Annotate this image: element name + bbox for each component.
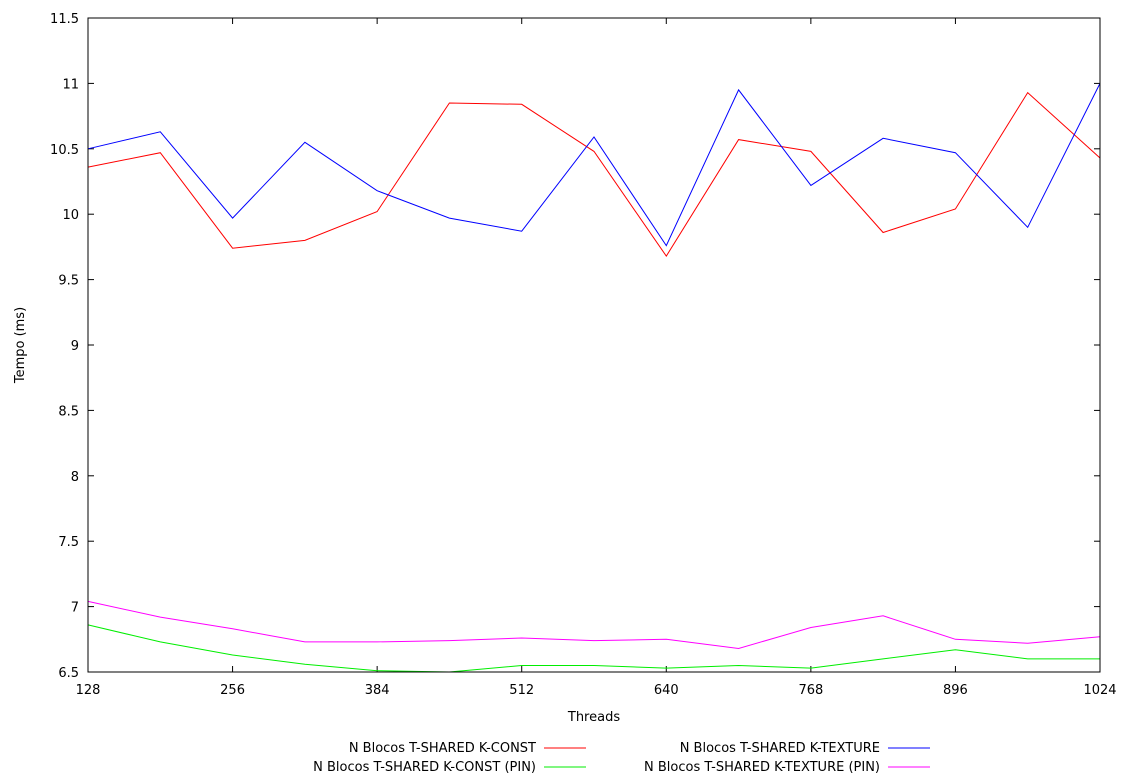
x-axis-title: Threads [567,710,620,725]
x-tick-label: 384 [365,683,390,698]
legend-label-2: N Blocos T-SHARED K-TEXTURE [680,741,880,756]
y-tick-label: 8.5 [58,404,79,419]
y-tick-label: 7.5 [58,535,79,550]
y-tick-label: 11 [62,77,79,92]
x-tick-label: 128 [76,683,101,698]
y-axis-title: Tempo (ms) [13,307,28,384]
y-tick-label: 8 [71,470,79,485]
y-tick-label: 10 [62,208,79,223]
x-tick-label: 640 [654,683,679,698]
y-tick-label: 9 [71,339,79,354]
y-tick-label: 6.5 [58,666,79,681]
axis-ticks: 128 256 384 512 640 768 896 1024 6.5 7 7.5 8 8.5 9 9.5… [50,12,1117,698]
y-tick-label: 7 [71,601,79,616]
x-tick-label: 256 [220,683,245,698]
x-tick-label: 512 [509,683,534,698]
x-tick-label: 1024 [1083,683,1116,698]
series-line-1 [87,91,1101,258]
legend: N Blocos T-SHARED K-CONST N Blocos T-SHAR… [313,741,930,775]
x-tick-label: 768 [798,683,823,698]
plot-frame [87,17,1101,673]
legend-label-4: N Blocos T-SHARED K-TEXTURE (PIN) [644,760,880,775]
series-lines [87,83,1101,673]
legend-label-1: N Blocos T-SHARED K-CONST [349,741,536,756]
legend-label-3: N Blocos T-SHARED K-CONST (PIN) [313,760,536,775]
series-line-3 [87,624,1100,673]
y-tick-label: 11.5 [50,12,79,27]
y-tick-label: 10.5 [50,143,79,158]
y-tick-label: 9.5 [58,274,79,289]
x-tick-label: 896 [943,683,968,698]
series-line-2 [87,83,1101,247]
series-line-4 [87,600,1101,650]
